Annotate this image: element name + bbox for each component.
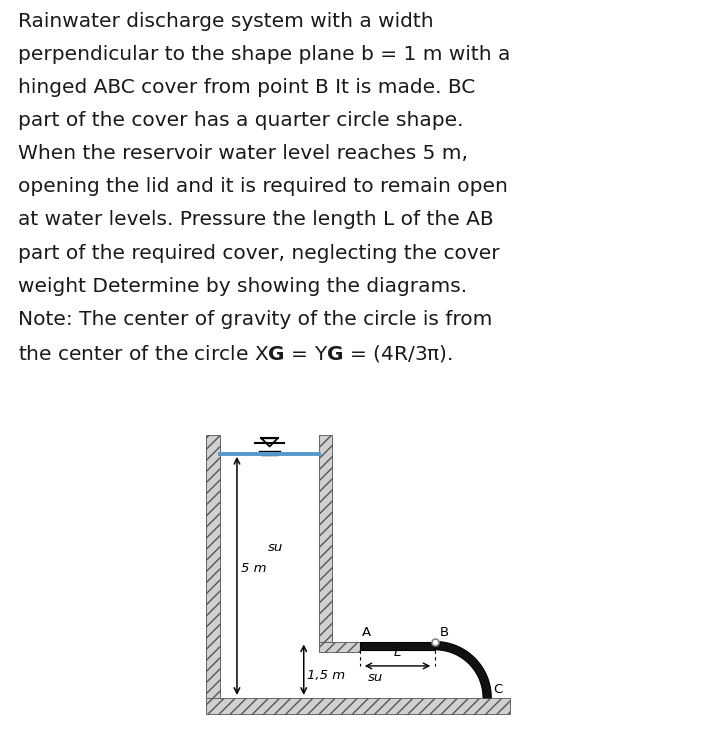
Polygon shape xyxy=(319,436,332,641)
Text: the center of the circle X$\mathbf{G}$ = Y$\mathbf{G}$ = (4R/3π).: the center of the circle X$\mathbf{G}$ =… xyxy=(18,343,453,363)
Text: su: su xyxy=(367,671,382,684)
Text: weight Determine by showing the diagrams.: weight Determine by showing the diagrams… xyxy=(18,276,467,296)
Text: B: B xyxy=(439,626,449,639)
Text: Rainwater discharge system with a width: Rainwater discharge system with a width xyxy=(18,13,433,32)
Text: L: L xyxy=(394,646,401,659)
Text: opening the lid and it is required to remain open: opening the lid and it is required to re… xyxy=(18,178,508,197)
Text: Note: The center of gravity of the circle is from: Note: The center of gravity of the circl… xyxy=(18,310,492,329)
Text: perpendicular to the shape plane b = 1 m with a: perpendicular to the shape plane b = 1 m… xyxy=(18,46,510,64)
Polygon shape xyxy=(206,698,510,713)
Text: A: A xyxy=(362,626,371,639)
Text: su: su xyxy=(268,541,283,554)
Polygon shape xyxy=(319,641,360,652)
Polygon shape xyxy=(435,641,491,698)
Polygon shape xyxy=(360,641,435,650)
Polygon shape xyxy=(206,436,220,698)
Text: at water levels. Pressure the length L of the AB: at water levels. Pressure the length L o… xyxy=(18,211,494,229)
Text: When the reservoir water level reaches 5 m,: When the reservoir water level reaches 5… xyxy=(18,144,468,164)
Text: 5 m: 5 m xyxy=(241,562,267,575)
Text: 1,5 m: 1,5 m xyxy=(307,668,346,682)
Text: part of the required cover, neglecting the cover: part of the required cover, neglecting t… xyxy=(18,243,500,262)
Text: part of the cover has a quarter circle shape.: part of the cover has a quarter circle s… xyxy=(18,111,464,130)
Text: hinged ABC cover from point B It is made. BC: hinged ABC cover from point B It is made… xyxy=(18,78,475,97)
Text: C: C xyxy=(493,683,503,696)
